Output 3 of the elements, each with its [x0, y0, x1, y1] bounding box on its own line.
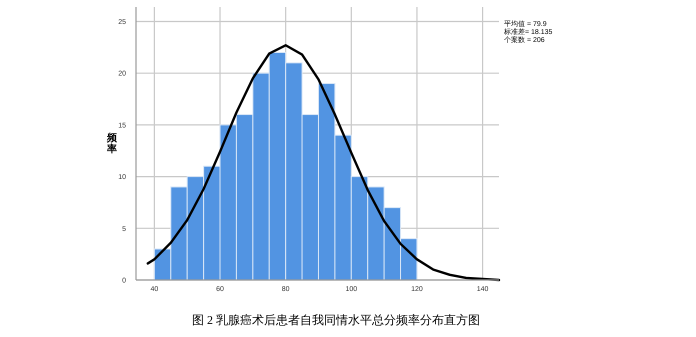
- y-axis-title: 频率: [106, 132, 118, 155]
- text: 图 2 乳腺癌术后患者自我同情水平总分频率分布直方图: [192, 313, 480, 327]
- line-series: [146, 44, 500, 282]
